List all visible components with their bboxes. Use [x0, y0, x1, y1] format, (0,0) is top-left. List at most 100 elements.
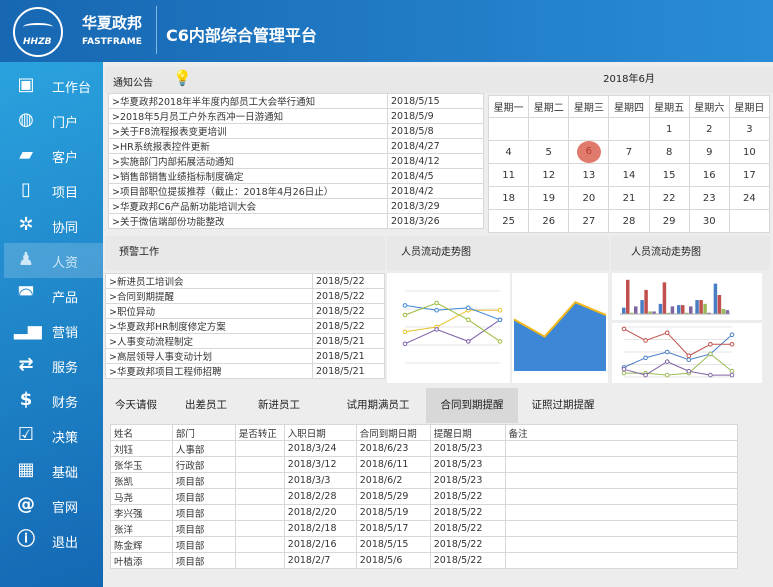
table-row[interactable]: 张凯 项目部 2018/3/3 2018/6/2 2018/5/23 — [110, 472, 739, 489]
calendar-day[interactable]: 4 — [487, 140, 530, 164]
sidebar-item-4[interactable]: ✲ 协同 — [4, 208, 103, 243]
notice-link[interactable]: >实施部门内部拓展活动通知 — [108, 153, 388, 169]
sidebar-item-3[interactable]: ▯ 项目 — [4, 173, 103, 208]
tab-0[interactable]: 今天请假 — [115, 399, 157, 411]
notice-link[interactable]: >华夏政邦C6产品新功能培训大会 — [108, 198, 388, 214]
notice-link[interactable]: >HR系统报表控件更新 — [108, 138, 388, 154]
notice-row[interactable]: >华夏政邦C6产品新功能培训大会 2018/3/29 — [108, 198, 484, 214]
warning-link[interactable]: >高层领导人事变动计划 — [105, 348, 313, 364]
warning-link[interactable]: >人事变动流程制定 — [105, 333, 313, 349]
tab-1[interactable]: 出差员工 — [185, 399, 227, 411]
sidebar-item-13[interactable]: ⓘ 退出 — [4, 523, 103, 558]
table-cell — [504, 520, 739, 537]
calendar-day[interactable]: 8 — [648, 140, 690, 164]
notice-row[interactable]: >华夏政邦2018年半年度内部员工大会举行通知 2018/5/15 — [108, 93, 484, 109]
notice-row[interactable]: >关于F8流程报表变更培训 2018/5/8 — [108, 123, 484, 139]
calendar-day[interactable]: 1 — [648, 117, 690, 141]
table-row[interactable]: 马尧 项目部 2018/2/28 2018/5/29 2018/5/22 — [110, 488, 739, 505]
notice-row[interactable]: >销售部销售业绩指标制度确定 2018/4/5 — [108, 168, 484, 184]
tab-4[interactable]: 合同到期提醒 — [426, 388, 518, 423]
calendar-day[interactable]: 2 — [688, 117, 730, 141]
notice-link[interactable]: >2018年5月员工户外东西冲一日游通知 — [108, 108, 388, 124]
notice-row[interactable]: >实施部门内部拓展活动通知 2018/4/12 — [108, 153, 484, 169]
company-logo: HHZB — [13, 7, 63, 57]
calendar-day[interactable]: 15 — [648, 163, 690, 187]
sidebar-item-5[interactable]: ♟ 人资 — [4, 243, 103, 278]
table-row[interactable]: 张华玉 行政部 2018/3/12 2018/6/11 2018/5/23 — [110, 456, 739, 473]
table-row[interactable]: 叶植添 项目部 2018/2/7 2018/5/6 2018/5/22 — [110, 552, 739, 569]
warning-row[interactable]: >合同到期提醒 2018/5/22 — [105, 288, 385, 304]
calendar-day[interactable]: 29 — [648, 209, 690, 233]
notice-link[interactable]: >项目部职位提拔推荐（截止：2018年4月26日止） — [108, 183, 388, 199]
sidebar-item-8[interactable]: ⇄ 服务 — [4, 348, 103, 383]
sidebar-item-2[interactable]: ▰ 客户 — [4, 138, 103, 173]
calendar-day[interactable]: 13 — [568, 163, 610, 187]
sidebar-item-11[interactable]: ▦ 基础 — [4, 453, 103, 488]
calendar-day[interactable]: 14 — [608, 163, 650, 187]
sidebar-item-label: 协同 — [52, 221, 79, 236]
warning-row[interactable]: >华夏政邦HR制度修定方案 2018/5/22 — [105, 318, 385, 334]
notice-link[interactable]: >销售部销售业绩指标制度确定 — [108, 168, 388, 184]
calendar-day[interactable]: 11 — [487, 163, 530, 187]
table-row[interactable]: 张洋 项目部 2018/2/18 2018/5/17 2018/5/22 — [110, 520, 739, 537]
notice-row[interactable]: >HR系统报表控件更新 2018/4/27 — [108, 138, 484, 154]
tab-3[interactable]: 试用期满员工 — [346, 399, 410, 411]
notice-link[interactable]: >关于微信端部份功能整改 — [108, 213, 388, 229]
notice-link[interactable]: >关于F8流程报表变更培训 — [108, 123, 388, 139]
calendar-day[interactable]: 20 — [568, 186, 610, 210]
notice-row[interactable]: >项目部职位提拔推荐（截止：2018年4月26日止） 2018/4/2 — [108, 183, 484, 199]
calendar-day[interactable]: 21 — [608, 186, 650, 210]
calendar-day[interactable]: 7 — [608, 140, 650, 164]
calendar-day[interactable]: 3 — [728, 117, 771, 141]
dollar-icon: $ — [19, 389, 33, 410]
brand-name: 华夏政邦 — [82, 14, 143, 32]
warning-row[interactable]: >华夏政邦项目工程师招聘 2018/5/21 — [105, 363, 385, 379]
sidebar-item-6[interactable]: ◚ 产品 — [4, 278, 103, 313]
data-point — [466, 317, 471, 323]
calendar-day[interactable]: 26 — [528, 209, 570, 233]
warning-link[interactable]: >合同到期提醒 — [105, 288, 313, 304]
warning-link[interactable]: >华夏政邦HR制度修定方案 — [105, 318, 313, 334]
calendar-day[interactable]: 28 — [608, 209, 650, 233]
warning-link[interactable]: >新进员工培训会 — [105, 273, 313, 289]
calendar-day[interactable]: 5 — [528, 140, 570, 164]
table-cell: 2018/5/23 — [429, 472, 506, 489]
warning-link[interactable]: >华夏政邦项目工程师招聘 — [105, 363, 313, 379]
calendar-day[interactable]: 23 — [688, 186, 730, 210]
sidebar-item-7[interactable]: ▂▅ 营销 — [4, 313, 103, 348]
warning-row[interactable]: >人事变动流程制定 2018/5/21 — [105, 333, 385, 349]
calendar-day[interactable]: 25 — [487, 209, 530, 233]
calendar-day[interactable]: 12 — [528, 163, 570, 187]
calendar-day[interactable]: 24 — [728, 186, 771, 210]
notice-link[interactable]: >华夏政邦2018年半年度内部员工大会举行通知 — [108, 93, 388, 109]
bar — [695, 300, 699, 314]
warning-row[interactable]: >职位异动 2018/5/22 — [105, 303, 385, 319]
calendar-day[interactable]: 27 — [568, 209, 610, 233]
calendar-day[interactable]: 18 — [487, 186, 530, 210]
warning-link[interactable]: >职位异动 — [105, 303, 313, 319]
table-row[interactable]: 刘钰 人事部 2018/3/24 2018/6/23 2018/5/23 — [110, 440, 739, 457]
warning-row[interactable]: >新进员工培训会 2018/5/22 — [105, 273, 385, 289]
calendar-day[interactable]: 10 — [728, 140, 771, 164]
table-row[interactable]: 陈金辉 项目部 2018/2/16 2018/5/15 2018/5/22 — [110, 536, 739, 553]
calendar-day[interactable]: 19 — [528, 186, 570, 210]
data-point — [434, 307, 439, 313]
sidebar-item-9[interactable]: $ 财务 — [4, 383, 103, 418]
calendar-day[interactable]: 16 — [688, 163, 730, 187]
sidebar-item-0[interactable]: ▣ 工作台 — [4, 68, 103, 103]
calendar-day[interactable]: 6 — [568, 140, 610, 164]
calendar-day[interactable]: 17 — [728, 163, 771, 187]
calendar-day[interactable]: 22 — [648, 186, 690, 210]
notice-row[interactable]: >2018年5月员工户外东西冲一日游通知 2018/5/9 — [108, 108, 484, 124]
sidebar-item-12[interactable]: @ 官网 — [4, 488, 103, 523]
table-row[interactable]: 李兴强 项目部 2018/2/20 2018/5/19 2018/5/22 — [110, 504, 739, 521]
sidebar-item-10[interactable]: ☑ 决策 — [4, 418, 103, 453]
day-number: 18 — [502, 192, 515, 204]
notice-row[interactable]: >关于微信端部份功能整改 2018/3/26 — [108, 213, 484, 229]
calendar-day[interactable]: 9 — [688, 140, 730, 164]
tab-5[interactable]: 证照过期提醒 — [531, 399, 595, 411]
tab-2[interactable]: 新进员工 — [258, 399, 300, 411]
warning-row[interactable]: >高层领导人事变动计划 2018/5/21 — [105, 348, 385, 364]
sidebar-item-1[interactable]: ◍ 门户 — [4, 103, 103, 138]
calendar-day[interactable]: 30 — [688, 209, 730, 233]
